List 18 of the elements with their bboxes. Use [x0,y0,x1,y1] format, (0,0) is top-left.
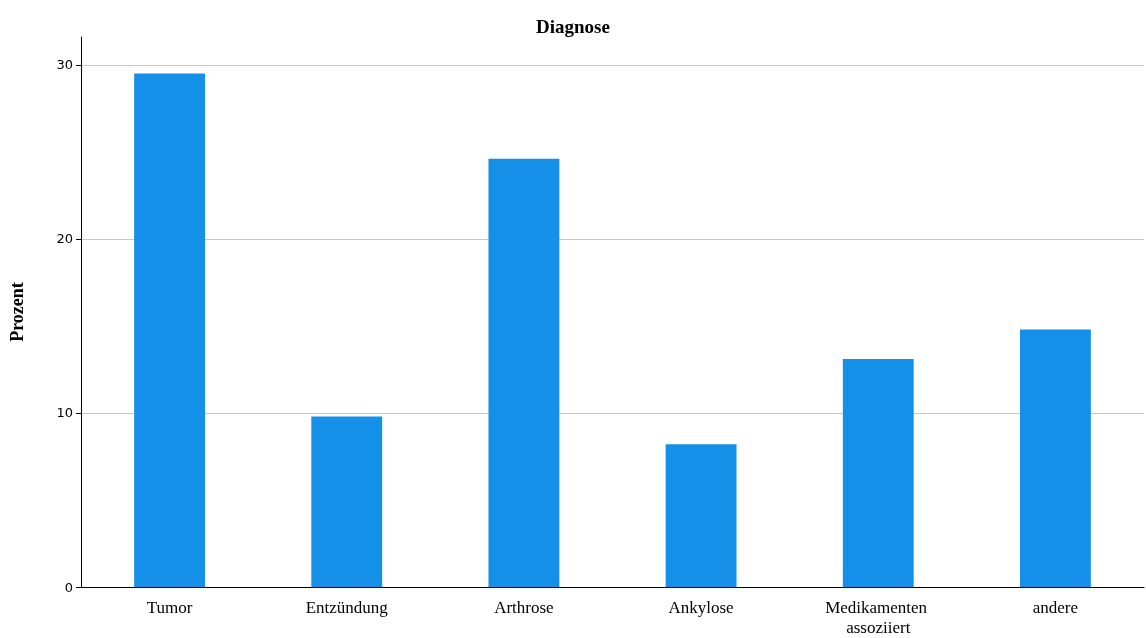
x-tick-label: andere [1032,597,1079,617]
x-tick-label: Arthrose [494,597,554,617]
bar [311,416,383,587]
bar [842,358,914,587]
bar [665,444,737,587]
bar [488,158,560,587]
x-tick-label: Ankylose [668,597,734,617]
bar [134,73,206,587]
x-tick-label: Entzündung [305,597,389,617]
y-tick-label: 20 [56,231,73,247]
bar [1019,329,1091,587]
y-axis-title: Prozent [7,282,27,342]
y-tick-label: 30 [56,57,73,73]
x-tick-label: Medikamenten assoziiert [825,597,932,637]
y-tick-label: 10 [56,405,73,421]
x-tick-label: Tumor [146,597,193,617]
y-tick-label: 0 [64,579,73,595]
chart-title: Diagnose [536,16,610,37]
